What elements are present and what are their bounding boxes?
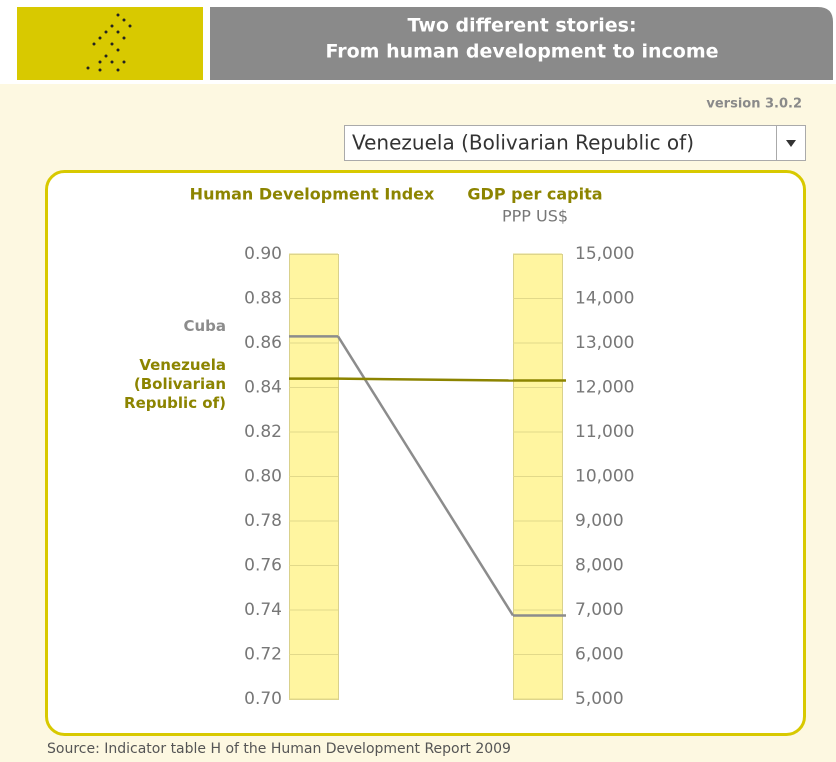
y2-tick-label: 13,000 [575, 333, 634, 353]
y-tick-label: 0.84 [244, 378, 282, 398]
y-tick-label: 0.74 [244, 600, 282, 620]
slope-line [336, 335, 515, 617]
right-axis-subtitle: PPP US$ [502, 207, 568, 226]
right-axis-title: GDP per capita [467, 185, 602, 204]
dropdown-arrow[interactable] [786, 140, 796, 147]
dropdown-value[interactable]: Venezuela (Bolivarian Republic of) [352, 131, 694, 155]
y-tick-label: 0.70 [244, 689, 282, 709]
logo-block [17, 7, 203, 80]
header-bar [210, 7, 833, 80]
y-tick-label: 0.80 [244, 467, 282, 487]
y-tick-label: 0.78 [244, 511, 282, 531]
slope-line [337, 377, 514, 382]
series-label: Cuba [183, 317, 226, 336]
y-tick-label: 0.86 [244, 333, 282, 353]
y2-tick-label: 8,000 [575, 556, 624, 576]
y2-tick-label: 6,000 [575, 645, 624, 665]
y-tick-label: 0.76 [244, 556, 282, 576]
y-tick-label: 0.72 [244, 645, 282, 665]
y-tick-label: 0.82 [244, 422, 282, 442]
left-axis-title: Human Development Index [190, 185, 435, 204]
header-title: Two different stories: [407, 15, 636, 37]
series-label: Venezuela (Bolivarian Republic of) [124, 356, 226, 413]
y2-tick-label: 5,000 [575, 689, 624, 709]
y-tick-label: 0.88 [244, 289, 282, 309]
version: version 3.0.2 [706, 97, 802, 112]
dropdown[interactable]: Venezuela (Bolivarian Republic of) [344, 125, 806, 161]
y2-tick-label: 11,000 [575, 422, 634, 442]
header-title: From human development to income [325, 41, 718, 63]
chart-panel [45, 170, 806, 736]
y2-tick-label: 14,000 [575, 289, 634, 309]
source: Source: Indicator table H of the Human D… [47, 741, 511, 757]
y-tick-label: 0.90 [244, 244, 282, 264]
y2-tick-label: 15,000 [575, 244, 634, 264]
y2-tick-label: 7,000 [575, 600, 624, 620]
y2-tick-label: 10,000 [575, 467, 634, 487]
dropdown-box[interactable] [344, 125, 806, 161]
y2-tick-label: 9,000 [575, 511, 624, 531]
logo [86, 13, 132, 72]
y2-tick-label: 12,000 [575, 378, 634, 398]
